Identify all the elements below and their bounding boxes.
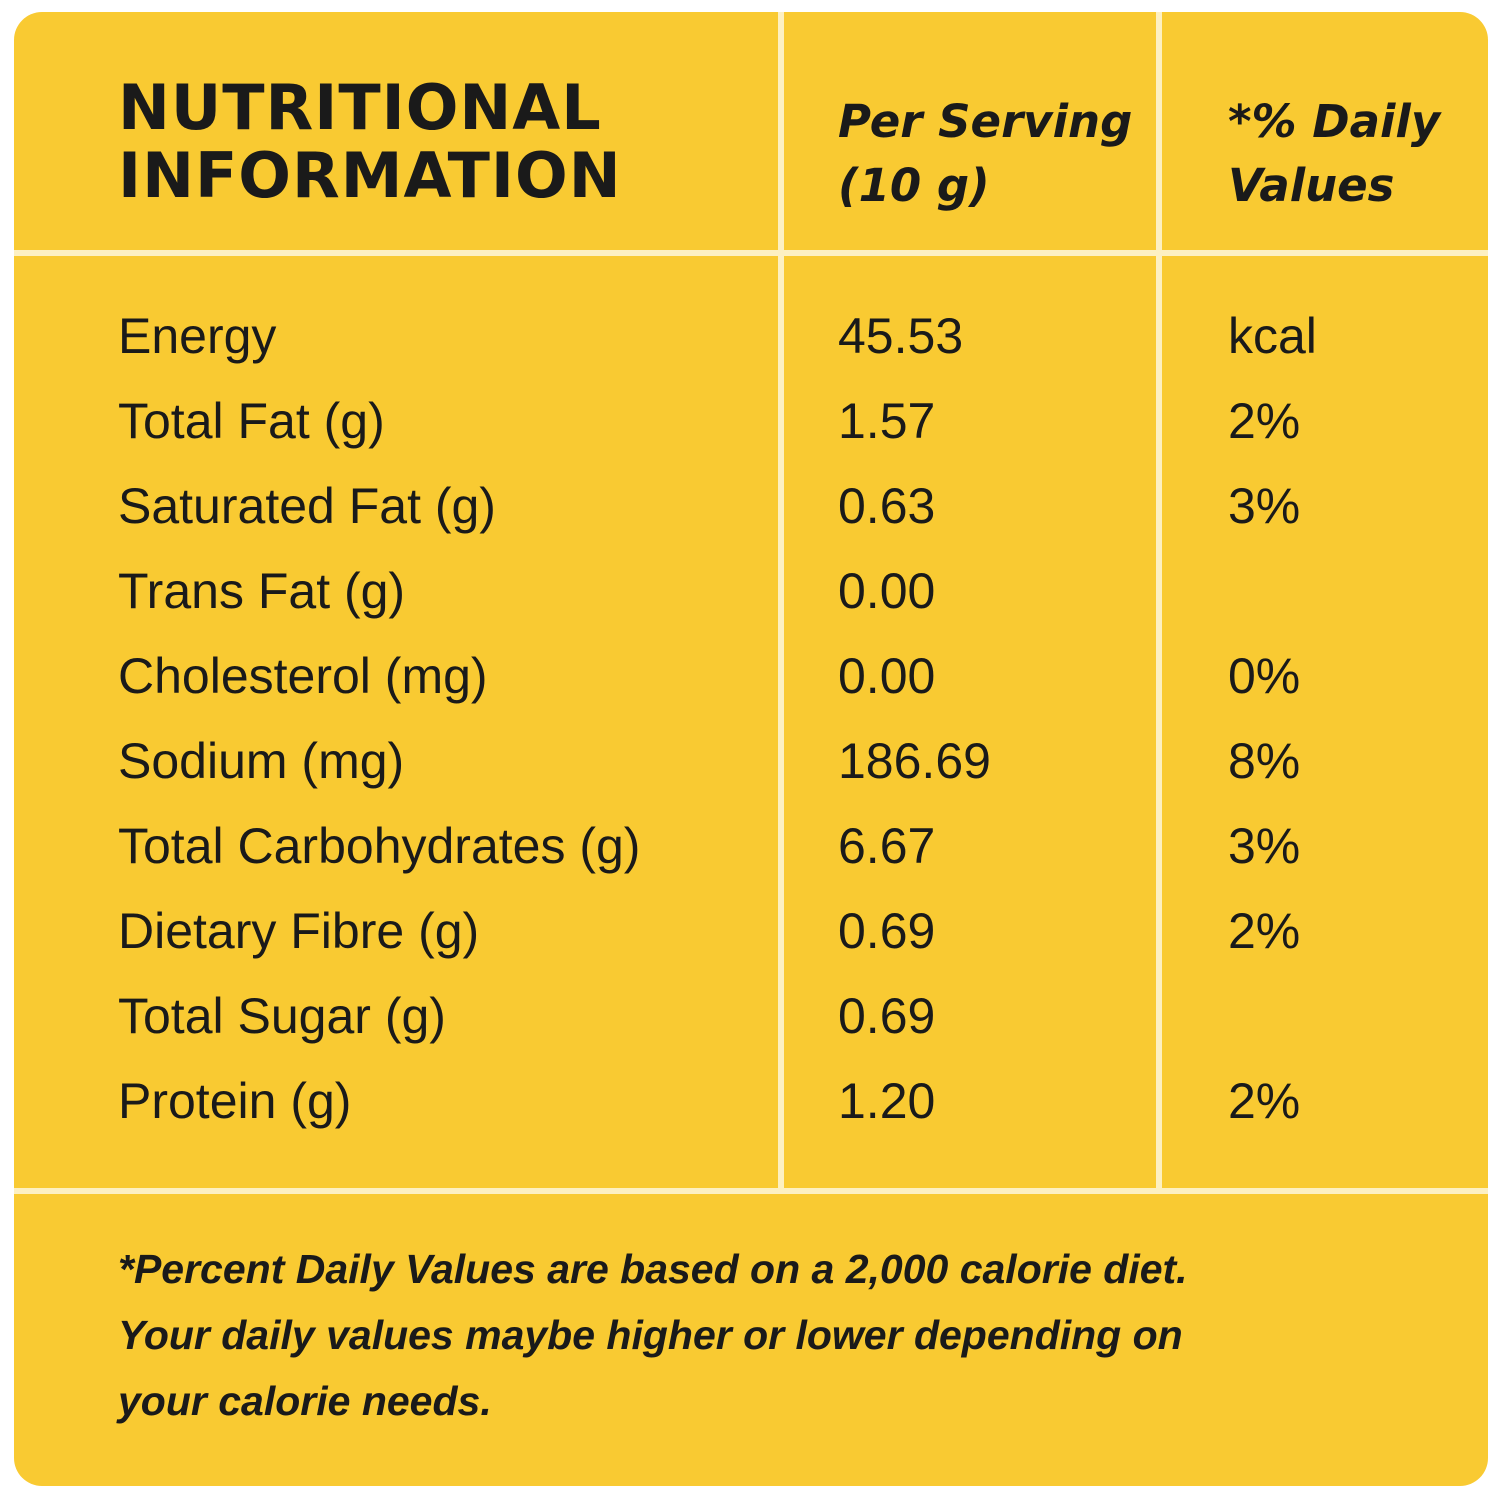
nutrient-value: 1.20 xyxy=(838,1073,936,1129)
nutrient-row-cholesterol: Cholesterol (mg) 0.00 0% xyxy=(14,641,1488,726)
nutrient-label: Dietary Fibre (g) xyxy=(118,903,480,959)
column-divider-2 xyxy=(1156,12,1162,1192)
nutrient-row-sodium: Sodium (mg) 186.69 8% xyxy=(14,726,1488,811)
footnote-line-1: *Percent Daily Values are based on a 2,0… xyxy=(118,1246,1188,1292)
nutrient-value: 186.69 xyxy=(838,733,991,789)
column-divider-1 xyxy=(778,12,784,1192)
header-divider xyxy=(14,250,1488,256)
nutrient-label: Trans Fat (g) xyxy=(118,563,406,619)
daily-values-header: *% Daily Values xyxy=(1228,90,1440,218)
per-serving-header-line-2: (10 g) xyxy=(838,159,990,212)
footer-divider xyxy=(14,1188,1488,1194)
nutrient-row-trans-fat: Trans Fat (g) 0.00 xyxy=(14,556,1488,641)
nutrient-value: 0.00 xyxy=(838,648,936,704)
nutrient-label: Energy xyxy=(118,308,277,364)
footnote-line-3: your calorie needs. xyxy=(118,1378,492,1424)
nutrient-row-dietary-fibre: Dietary Fibre (g) 0.69 2% xyxy=(14,896,1488,981)
nutrient-daily-value: kcal xyxy=(1228,308,1317,364)
daily-values-header-line-1: *% Daily xyxy=(1228,95,1441,148)
nutrient-label: Protein (g) xyxy=(118,1073,352,1129)
per-serving-header-line-1: Per Serving xyxy=(838,95,1133,148)
daily-values-header-line-2: Values xyxy=(1228,159,1395,212)
nutrient-row-protein: Protein (g) 1.20 2% xyxy=(14,1066,1488,1151)
nutrient-daily-value: 3% xyxy=(1228,478,1301,534)
nutrient-label: Cholesterol (mg) xyxy=(118,648,488,704)
nutrient-row-energy: Energy 45.53 kcal xyxy=(14,301,1488,386)
nutrient-row-total-fat: Total Fat (g) 1.57 2% xyxy=(14,386,1488,471)
nutrient-label: Total Carbohydrates (g) xyxy=(118,818,641,874)
nutrient-value: 6.67 xyxy=(838,818,936,874)
nutrient-value: 0.69 xyxy=(838,903,936,959)
nutrient-row-total-carbohydrates: Total Carbohydrates (g) 6.67 3% xyxy=(14,811,1488,896)
nutrient-rows: Energy 45.53 kcal Total Fat (g) 1.57 2% … xyxy=(14,301,1488,1151)
table-title: NUTRITIONAL INFORMATION xyxy=(118,74,622,210)
nutrient-value: 0.63 xyxy=(838,478,936,534)
per-serving-header: Per Serving (10 g) xyxy=(838,90,1132,218)
nutrient-value: 1.57 xyxy=(838,393,936,449)
nutrient-daily-value: 2% xyxy=(1228,393,1301,449)
daily-values-footnote: *Percent Daily Values are based on a 2,0… xyxy=(118,1236,1458,1434)
nutrient-value: 0.69 xyxy=(838,988,936,1044)
nutrient-daily-value: 8% xyxy=(1228,733,1301,789)
nutrient-label: Saturated Fat (g) xyxy=(118,478,496,534)
nutrition-panel: NUTRITIONAL INFORMATION Per Serving (10 … xyxy=(14,12,1488,1486)
nutrient-daily-value: 2% xyxy=(1228,903,1301,959)
nutrient-daily-value: 3% xyxy=(1228,818,1301,874)
nutrient-daily-value: 0% xyxy=(1228,648,1301,704)
nutrient-value: 45.53 xyxy=(838,308,964,364)
footnote-line-2: Your daily values maybe higher or lower … xyxy=(118,1312,1183,1358)
nutrient-label: Sodium (mg) xyxy=(118,733,405,789)
nutrient-row-total-sugar: Total Sugar (g) 0.69 xyxy=(14,981,1488,1066)
nutrient-label: Total Sugar (g) xyxy=(118,988,446,1044)
nutrient-label: Total Fat (g) xyxy=(118,393,385,449)
title-line-1: NUTRITIONAL xyxy=(118,71,602,144)
title-line-2: INFORMATION xyxy=(118,139,622,212)
nutrient-value: 0.00 xyxy=(838,563,936,619)
nutrient-daily-value: 2% xyxy=(1228,1073,1301,1129)
nutrient-row-saturated-fat: Saturated Fat (g) 0.63 3% xyxy=(14,471,1488,556)
